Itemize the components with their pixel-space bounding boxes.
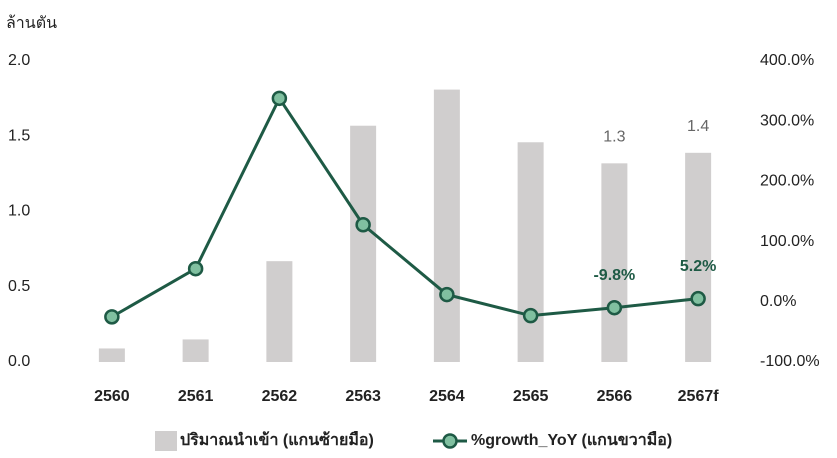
bar-value-label: 1.3 <box>603 129 625 146</box>
y-tick-label: 0.0 <box>8 353 30 370</box>
x-tick-label: 2561 <box>178 388 214 405</box>
bar <box>601 163 628 362</box>
line-marker <box>271 90 288 107</box>
legend-swatch <box>442 433 458 449</box>
line-marker <box>522 307 539 324</box>
bar-value-label: 1.4 <box>687 118 709 135</box>
legend-label: ปริมาณนำเข้า (แกนซ้ายมือ) <box>180 431 374 449</box>
line-marker <box>606 299 623 316</box>
x-tick-label: 2562 <box>262 388 298 405</box>
bar <box>98 348 125 362</box>
line-marker <box>187 260 204 277</box>
y2-tick-label: 400.0% <box>760 52 814 69</box>
bar <box>433 89 460 362</box>
legend-swatch <box>155 431 177 451</box>
x-tick-label: 2560 <box>94 388 130 405</box>
y-tick-label: 0.5 <box>8 278 30 295</box>
x-tick-label: 2567f <box>678 388 720 405</box>
line-marker <box>355 216 371 233</box>
bar <box>685 152 712 362</box>
x-tick-label: 2564 <box>429 388 465 405</box>
line-value-label: 5.2% <box>680 258 716 275</box>
bar <box>266 261 293 362</box>
y-axis-label: ล้านตัน <box>6 14 57 32</box>
bar <box>517 142 544 362</box>
growth-line <box>111 95 699 319</box>
bar <box>350 125 377 362</box>
y2-tick-label: 200.0% <box>760 173 814 190</box>
x-tick-label: 2565 <box>513 388 549 405</box>
x-tick-label: 2563 <box>345 388 381 405</box>
legend-label: %growth_YoY (แกนขวามือ) <box>471 431 672 449</box>
line-value-label: -9.8% <box>593 267 635 284</box>
y2-tick-label: 100.0% <box>760 233 814 250</box>
y2-tick-label: -100.0% <box>760 353 820 370</box>
line-marker <box>439 286 455 303</box>
line-marker <box>104 309 120 325</box>
y2-tick-label: 0.0% <box>760 293 796 310</box>
line-marker <box>690 290 706 307</box>
y-tick-label: 1.5 <box>8 127 30 144</box>
bar <box>182 339 209 362</box>
y-tick-label: 1.0 <box>8 203 30 220</box>
y-tick-label: 2.0 <box>8 52 30 69</box>
y2-tick-label: 300.0% <box>760 112 814 129</box>
x-tick-label: 2566 <box>597 388 633 405</box>
